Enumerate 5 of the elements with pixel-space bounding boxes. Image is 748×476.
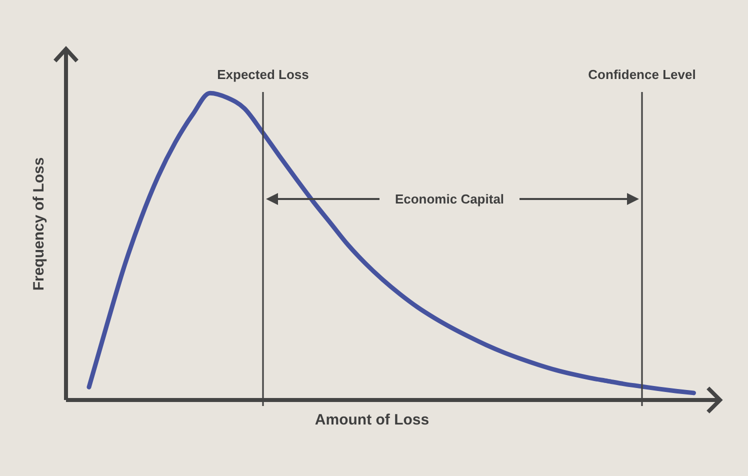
text: Confidence Level: [588, 67, 696, 82]
y-axis-title: Frequency of Loss: [30, 157, 48, 291]
x-axis-title: Amount of Loss: [314, 412, 430, 429]
annotation: Economic Capital: [394, 192, 504, 206]
text: Expected Loss: [217, 67, 309, 82]
